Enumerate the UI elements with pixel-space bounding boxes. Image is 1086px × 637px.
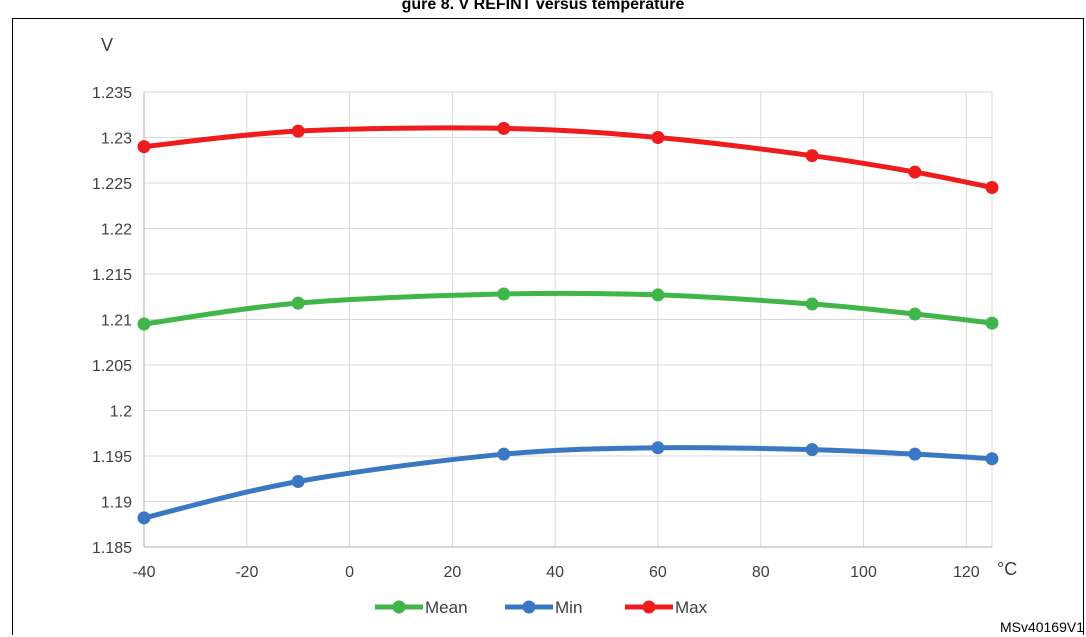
- reference-code: MSv40169V1: [1000, 619, 1084, 635]
- legend: Mean Min Max: [375, 598, 708, 617]
- y-tick-label: 1.205: [92, 358, 132, 375]
- y-tick-label: 1.185: [92, 540, 132, 557]
- y-tick-label: 1.23: [101, 131, 132, 148]
- x-tick-label: 80: [752, 564, 770, 581]
- series-lines: [137, 121, 999, 525]
- legend-marker-max: [642, 600, 656, 614]
- y-tick-label: 1.2: [110, 404, 132, 421]
- y-tick-label: 1.21: [101, 313, 132, 330]
- y-tick-label: 1.225: [92, 176, 132, 193]
- mean-data-point: [908, 307, 922, 321]
- mean-data-point: [805, 297, 819, 311]
- y-tick-label: 1.215: [92, 267, 132, 284]
- figure-title: gure 8. V REFINT versus temperature: [401, 0, 685, 13]
- y-tick-label: 1.235: [92, 85, 132, 102]
- min-data-point: [908, 447, 922, 461]
- max-series-line: [143, 125, 993, 191]
- x-axis-label: °C: [997, 559, 1017, 579]
- legend-label-min: Min: [555, 598, 582, 617]
- max-data-point: [985, 181, 999, 195]
- grid: [143, 91, 993, 547]
- max-data-point: [291, 124, 305, 138]
- figure-frame: [12, 18, 1084, 635]
- max-data-point: [651, 131, 665, 144]
- min-data-point: [651, 441, 665, 455]
- y-tick-label: 1.19: [101, 495, 132, 512]
- x-tick-label: 40: [546, 564, 564, 581]
- legend-label-max: Max: [675, 598, 708, 617]
- mean-data-point: [137, 317, 151, 331]
- max-data-point: [497, 121, 511, 135]
- mean-data-point: [291, 296, 305, 310]
- legend-entry-mean: Mean: [375, 598, 468, 617]
- x-tick-label: 20: [443, 564, 461, 581]
- x-tick-label: -20: [235, 564, 258, 581]
- mean-data-point: [985, 316, 999, 330]
- min-data-point: [805, 443, 819, 457]
- legend-marker-min: [522, 600, 536, 614]
- max-data-point: [908, 165, 922, 179]
- min-data-point: [985, 452, 999, 466]
- legend-marker-mean: [392, 600, 406, 614]
- legend-entry-min: Min: [505, 598, 582, 617]
- x-tick-label: -40: [132, 564, 155, 581]
- tick-labels: 1.185 1.19 1.195 1.2 1.205 1.21 1.215 1.22 1.225…: [92, 85, 980, 581]
- x-tick-label: 0: [345, 564, 354, 581]
- min-data-point: [137, 511, 151, 525]
- max-data-point: [805, 149, 819, 163]
- legend-label-mean: Mean: [425, 598, 468, 617]
- y-axis-label: V: [101, 35, 113, 55]
- y-tick-label: 1.22: [101, 222, 132, 239]
- x-tick-label: 120: [953, 564, 980, 581]
- mean-data-point: [651, 288, 665, 302]
- min-series-line: [143, 445, 993, 521]
- x-tick-label: 60: [649, 564, 667, 581]
- x-tick-label: 100: [850, 564, 877, 581]
- min-data-point: [497, 447, 511, 461]
- y-tick-label: 1.195: [92, 449, 132, 466]
- min-data-point: [291, 474, 305, 488]
- mean-data-point: [497, 287, 511, 301]
- max-data-point: [137, 140, 151, 154]
- legend-entry-max: Max: [625, 598, 708, 617]
